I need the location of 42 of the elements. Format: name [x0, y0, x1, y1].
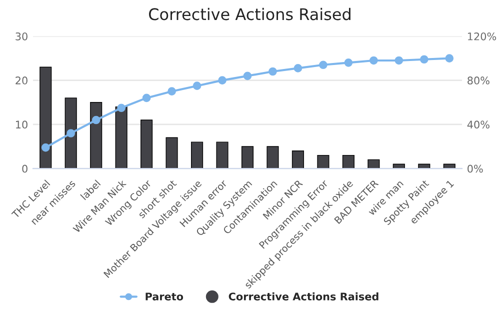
bar — [140, 120, 153, 169]
point — [66, 129, 76, 138]
point — [344, 58, 353, 67]
legend-label: Pareto — [146, 292, 184, 300]
bar — [166, 137, 178, 169]
y2-tick-label: 0% — [468, 164, 483, 173]
bar — [191, 142, 204, 169]
point — [445, 54, 454, 62]
y2-tick-label: 120% — [468, 32, 496, 40]
point — [294, 64, 302, 72]
point — [117, 104, 126, 112]
chart-title: Corrective Actions Raised — [149, 8, 350, 20]
bar — [241, 146, 254, 169]
point — [243, 72, 252, 80]
bar — [292, 150, 304, 169]
bar — [216, 142, 228, 169]
y-tick-label: 0 — [22, 164, 28, 173]
bar — [368, 159, 380, 169]
bar — [342, 154, 354, 169]
y2-tick-label: 40% — [467, 120, 490, 129]
y-tick-label: 10 — [16, 120, 28, 129]
bar — [40, 66, 52, 169]
y-tick-label: 20 — [16, 76, 28, 84]
point — [420, 55, 428, 64]
point — [142, 94, 151, 102]
point — [370, 56, 378, 65]
point — [92, 116, 100, 124]
legend-label: Corrective Actions Raised — [228, 292, 378, 300]
point — [192, 82, 202, 90]
point — [218, 76, 226, 84]
y2-tick-label: 80% — [468, 76, 490, 84]
bar — [115, 106, 128, 169]
bar — [90, 102, 102, 169]
point — [168, 87, 176, 96]
y-tick-label: 30 — [16, 32, 28, 40]
point — [394, 56, 404, 65]
point — [41, 143, 50, 152]
bar — [317, 154, 330, 169]
bar — [266, 146, 279, 169]
bar — [64, 98, 77, 169]
point — [319, 60, 328, 70]
point — [268, 67, 277, 76]
